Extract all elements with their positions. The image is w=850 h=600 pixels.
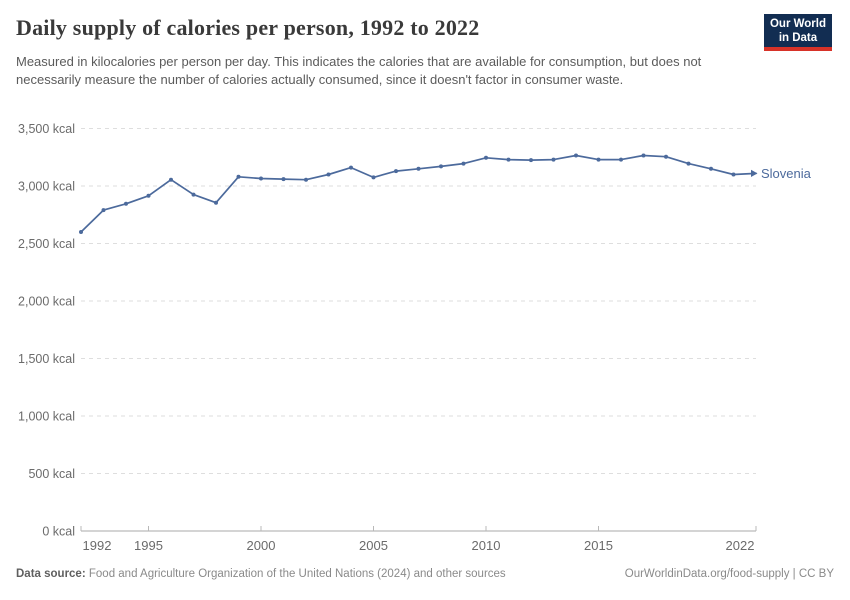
data-point[interactable] xyxy=(529,158,533,163)
data-point[interactable] xyxy=(124,201,128,206)
y-axis-label: 2,500 kcal xyxy=(18,237,75,251)
data-point[interactable] xyxy=(79,230,83,234)
chart-footer: Data source: Food and Agriculture Organi… xyxy=(16,567,834,582)
y-axis-label: 2,000 kcal xyxy=(18,294,75,308)
data-point[interactable] xyxy=(664,154,668,159)
series-label-slovenia[interactable]: Slovenia xyxy=(761,166,812,181)
data-point[interactable] xyxy=(461,161,466,166)
data-point[interactable] xyxy=(326,172,331,177)
data-point[interactable] xyxy=(101,208,106,213)
owid-logo: Our World in Data xyxy=(763,14,832,51)
y-axis-label: 1,000 kcal xyxy=(18,409,75,423)
data-point[interactable] xyxy=(349,165,353,170)
data-source: Data source: Food and Agriculture Organi… xyxy=(16,567,506,582)
data-point[interactable] xyxy=(596,157,601,162)
x-axis-label: 2010 xyxy=(472,538,501,553)
data-point[interactable] xyxy=(169,177,173,182)
data-point[interactable] xyxy=(574,153,578,158)
x-axis-label: 2000 xyxy=(247,538,276,553)
y-axis-label: 500 kcal xyxy=(28,467,75,481)
data-point[interactable] xyxy=(709,166,713,171)
y-axis-label: 0 kcal xyxy=(42,524,75,538)
data-point[interactable] xyxy=(371,175,376,180)
data-point[interactable] xyxy=(619,157,623,162)
data-point[interactable] xyxy=(214,200,218,205)
owid-logo-line2: in Data xyxy=(778,32,818,44)
data-point[interactable] xyxy=(641,153,646,158)
y-axis-label: 1,500 kcal xyxy=(18,352,75,366)
data-point[interactable] xyxy=(146,193,151,198)
x-axis-label: 2015 xyxy=(584,538,613,553)
page-title: Daily supply of calories per person, 199… xyxy=(16,15,480,40)
data-point[interactable] xyxy=(506,157,511,162)
footer-link[interactable]: OurWorldinData.org/food-supply | CC BY xyxy=(624,568,834,580)
data-point[interactable] xyxy=(281,177,286,182)
data-point[interactable] xyxy=(439,164,443,169)
owid-logo-line1: Our World xyxy=(769,18,826,30)
data-point[interactable] xyxy=(259,176,263,181)
y-axis-label: 3,000 kcal xyxy=(18,179,75,193)
data-source-label: Data source: xyxy=(16,568,86,580)
y-axis-label: 3,500 kcal xyxy=(18,122,75,136)
chart-subtitle: Measured in kilocalories per person per … xyxy=(16,54,702,87)
data-point[interactable] xyxy=(551,157,556,162)
data-point[interactable] xyxy=(394,169,398,174)
x-axis-label: 2005 xyxy=(359,538,388,553)
data-point[interactable] xyxy=(236,174,241,179)
series-end-arrow-icon xyxy=(751,169,758,177)
data-point[interactable] xyxy=(484,155,488,160)
data-source-text: Food and Agriculture Organization of the… xyxy=(88,568,506,580)
data-point[interactable] xyxy=(191,192,196,197)
data-point[interactable] xyxy=(686,161,691,166)
data-point[interactable] xyxy=(304,177,308,182)
data-point[interactable] xyxy=(731,172,736,177)
data-point[interactable] xyxy=(416,166,421,171)
x-axis-label: 1995 xyxy=(134,538,163,553)
x-axis-label: 1992 xyxy=(83,538,112,553)
x-axis-label: 2022 xyxy=(726,538,755,553)
